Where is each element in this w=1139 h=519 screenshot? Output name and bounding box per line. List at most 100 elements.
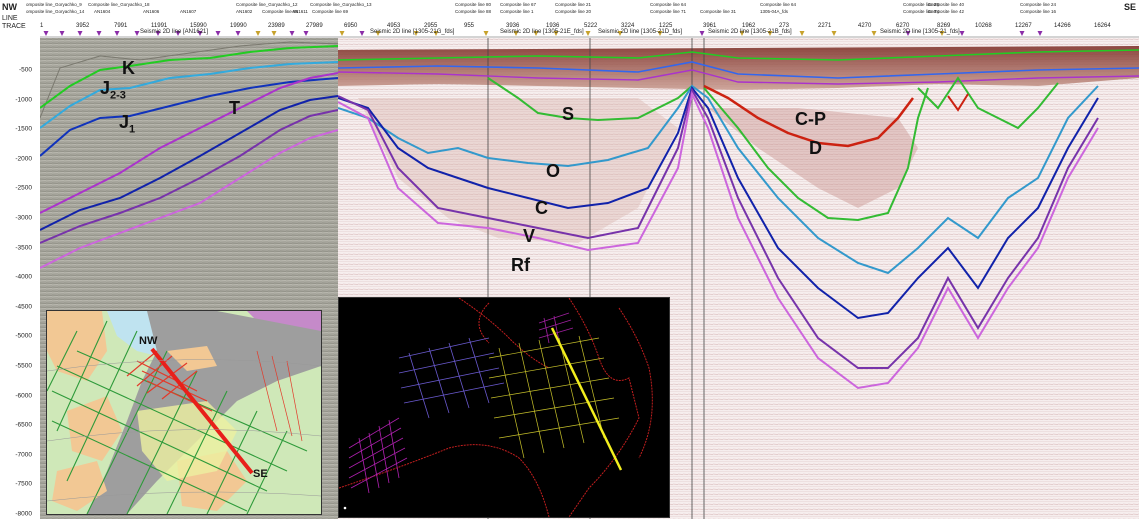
intersection-marker xyxy=(513,31,519,36)
composite-line-label: Composite line 64 xyxy=(760,2,797,7)
intersection-marker xyxy=(767,31,773,36)
composite-line-label: Composite line 24 xyxy=(1020,2,1057,7)
header: NW SE LINE TRACE omposite line_Goryachko… xyxy=(0,0,1139,38)
composite-line-label: Composite line 67 xyxy=(500,2,537,7)
trace-value: 19990 xyxy=(230,23,247,29)
survey-grid-inset xyxy=(338,297,670,518)
trace-value: 3952 xyxy=(76,23,90,29)
composite-line-label: AN1602 xyxy=(236,9,253,14)
intersection-marker xyxy=(433,31,439,36)
trace-value: 1936 xyxy=(546,23,560,29)
horizon-label-v: V xyxy=(523,226,536,246)
intersection-marker xyxy=(939,31,945,36)
depth-tick-label: -8000 xyxy=(15,510,32,518)
intersection-marker xyxy=(359,31,365,36)
intersection-marker xyxy=(905,31,911,36)
intersection-marker xyxy=(271,31,277,36)
composite-line-label: Composite line_Goryachko_18 xyxy=(88,2,150,7)
depth-tick-label: -7500 xyxy=(15,480,32,488)
horizon-label-cp: C-P xyxy=(795,109,826,129)
intersection-marker xyxy=(831,31,837,36)
depth-tick-label: -6000 xyxy=(15,392,32,400)
depth-tick-label: -1500 xyxy=(15,125,32,133)
depth-tick-label: -2000 xyxy=(15,155,32,163)
intersection-marker xyxy=(43,31,49,36)
intersection-marker xyxy=(959,31,965,36)
intersection-marker xyxy=(96,31,102,36)
trace-value: 3224 xyxy=(621,23,635,29)
intersection-marker xyxy=(657,31,663,36)
intersection-marker xyxy=(175,31,181,36)
section-label-21g: Seismic 2D line [1305-21G_fds] xyxy=(370,29,455,35)
geology-inset-map: NW SE xyxy=(46,310,322,515)
trace-value: 955 xyxy=(464,23,475,29)
section-label-an1621: Seismic 2D line [AN1621] xyxy=(140,29,209,35)
trace-value: 1225 xyxy=(659,23,673,29)
header-markers xyxy=(40,31,1139,38)
intersection-marker xyxy=(1019,31,1025,36)
intersection-marker xyxy=(289,31,295,36)
trace-value: 7991 xyxy=(114,23,128,29)
intersection-marker xyxy=(77,31,83,36)
intersection-marker xyxy=(585,31,591,36)
trace-value: 6950 xyxy=(344,23,358,29)
trace-value: 1962 xyxy=(742,23,756,29)
line-row-label: LINE xyxy=(2,15,18,22)
section-label-21d: Seismic 2D line [1305-21D_fds] xyxy=(598,29,683,35)
composite-line-label: omposite line_Goryachko_9 xyxy=(26,2,82,7)
intersection-marker xyxy=(739,31,745,36)
composite-line-label: Composite line 31 xyxy=(700,9,737,14)
trace-value: 4270 xyxy=(858,23,872,29)
trace-value: 15990 xyxy=(190,23,207,29)
trace-value: 3936 xyxy=(506,23,520,29)
se-label: SE xyxy=(1124,2,1137,12)
depth-tick-label: -3500 xyxy=(15,244,32,252)
inset-se-label: SE xyxy=(253,468,268,480)
trace-value: 16264 xyxy=(1094,23,1111,29)
nw-label: NW xyxy=(2,2,17,12)
horizon-label-c: C xyxy=(535,198,548,218)
composite-line-label: Composite line 1 xyxy=(500,9,534,14)
composite-line-label: Composite line 26 xyxy=(903,2,940,7)
trace-value: 4953 xyxy=(387,23,401,29)
intersection-marker xyxy=(799,31,805,36)
composite-line-label: Composite line 88 xyxy=(455,9,492,14)
intersection-marker xyxy=(871,31,877,36)
composite-line-label: AN1607 xyxy=(180,9,197,14)
section-label-21b: Seismic 2D line [1305-21B_fds] xyxy=(708,29,792,35)
intersection-marker xyxy=(235,31,241,36)
intersection-marker xyxy=(255,31,261,36)
intersection-marker xyxy=(413,31,419,36)
intersection-marker xyxy=(483,31,489,36)
composite-line-label: omposite line_Goryachko_14 xyxy=(26,9,85,14)
trace-value: 2955 xyxy=(424,23,438,29)
depth-axis: -500 -1000 -1500 -2000 -2500 -3000 -3500 -4000 -… xyxy=(0,38,40,519)
trace-row-label: TRACE xyxy=(2,23,26,30)
composite-line-label: Composite line_Goryachko_12 xyxy=(236,2,298,7)
composite-line-label: Composite line 40 xyxy=(928,2,965,7)
composite-line-label: Composite line 42 xyxy=(928,9,965,14)
depth-tick-label: -4000 xyxy=(15,273,32,281)
horizon-label-rf: Rf xyxy=(511,255,530,275)
composite-line-label: Composite line 64 xyxy=(650,2,687,7)
intersection-marker xyxy=(617,31,623,36)
depth-tick-label: -500 xyxy=(18,66,32,74)
trace-value: 11991 xyxy=(151,23,168,29)
depth-tick-label: -5500 xyxy=(15,362,32,370)
trace-value: 6270 xyxy=(896,23,910,29)
composite-line-label: Composite line_Goryachko_13 xyxy=(310,2,372,7)
depth-tick-label: -2500 xyxy=(15,184,32,192)
horizon-label-k: K xyxy=(122,58,135,78)
trace-value: 10268 xyxy=(975,23,992,29)
trace-value: 1 xyxy=(40,23,44,29)
trace-value: 27989 xyxy=(306,23,323,29)
composite-line-label: Composite line 21 xyxy=(555,2,592,7)
intersection-marker xyxy=(303,31,309,36)
depth-tick-label: -3000 xyxy=(15,214,32,222)
depth-tick-label: -4500 xyxy=(15,303,32,311)
trace-value: 12267 xyxy=(1015,23,1032,29)
horizon-label-j23: J2-3 xyxy=(100,78,126,102)
composite-line-label: AN1604 xyxy=(94,9,111,14)
intersection-marker xyxy=(699,31,705,36)
inset-nw-label: NW xyxy=(139,335,158,347)
